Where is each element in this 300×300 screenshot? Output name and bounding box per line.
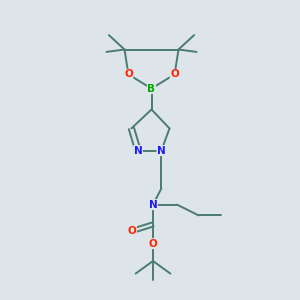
- Text: O: O: [148, 238, 158, 249]
- Text: N: N: [148, 200, 158, 210]
- Text: O: O: [128, 226, 136, 236]
- Text: O: O: [170, 69, 179, 80]
- Text: B: B: [148, 83, 155, 94]
- Text: N: N: [134, 146, 142, 156]
- Text: N: N: [157, 146, 166, 156]
- Text: O: O: [124, 69, 133, 80]
